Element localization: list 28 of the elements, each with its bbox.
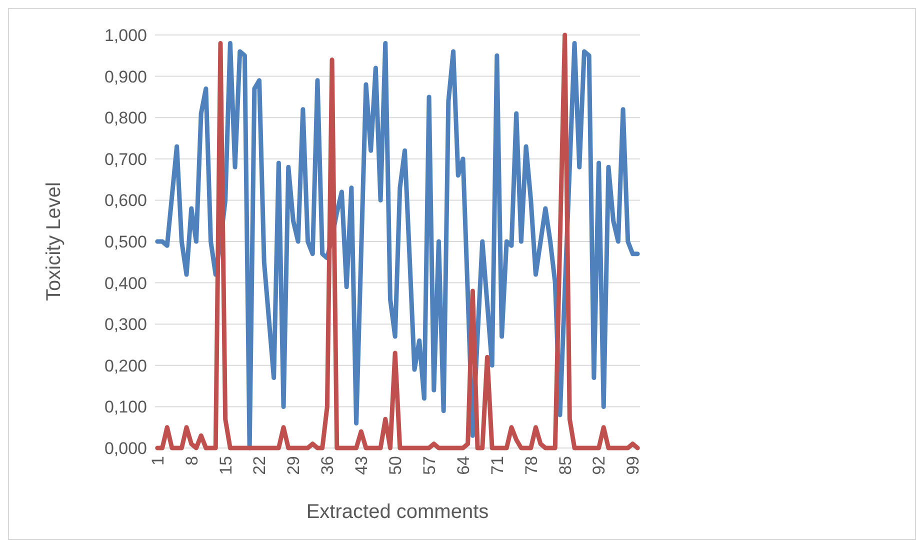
y-tick-label: 0,100	[104, 398, 147, 417]
x-tick-label: 78	[522, 456, 541, 475]
x-axis-title: Extracted comments	[306, 501, 489, 523]
x-tick-label: 85	[556, 456, 575, 475]
y-tick-label: 0,900	[104, 67, 147, 86]
x-tick-label: 57	[420, 456, 439, 475]
y-tick-label: 0,800	[104, 108, 147, 128]
y-tick-label: 0,300	[104, 315, 147, 334]
x-tick-label: 36	[318, 456, 338, 475]
x-tick-label: 71	[488, 456, 507, 475]
x-tick-label: 8	[182, 456, 202, 466]
x-tick-label: 43	[352, 456, 372, 475]
x-tick-label: 92	[590, 456, 609, 475]
y-tick-label: 0,000	[104, 438, 147, 458]
x-tick-label: 22	[250, 456, 270, 475]
y-tick-label: 0,200	[104, 356, 147, 376]
y-tick-label: 0,700	[104, 150, 147, 169]
x-tick-label: 29	[284, 456, 304, 475]
x-tick-label: 15	[216, 456, 236, 475]
y-tick-label: 0,600	[104, 191, 147, 210]
y-tick-label: 1,000	[104, 26, 147, 45]
x-tick-label: 99	[624, 456, 643, 475]
y-axis-title: Toxicity Level	[43, 182, 65, 301]
y-tick-label: 0,400	[104, 274, 147, 293]
x-tick-label: 1	[148, 456, 168, 466]
x-tick-label: 64	[454, 456, 473, 475]
y-tick-label: 0,500	[104, 232, 147, 252]
x-tick-label: 50	[386, 456, 406, 475]
